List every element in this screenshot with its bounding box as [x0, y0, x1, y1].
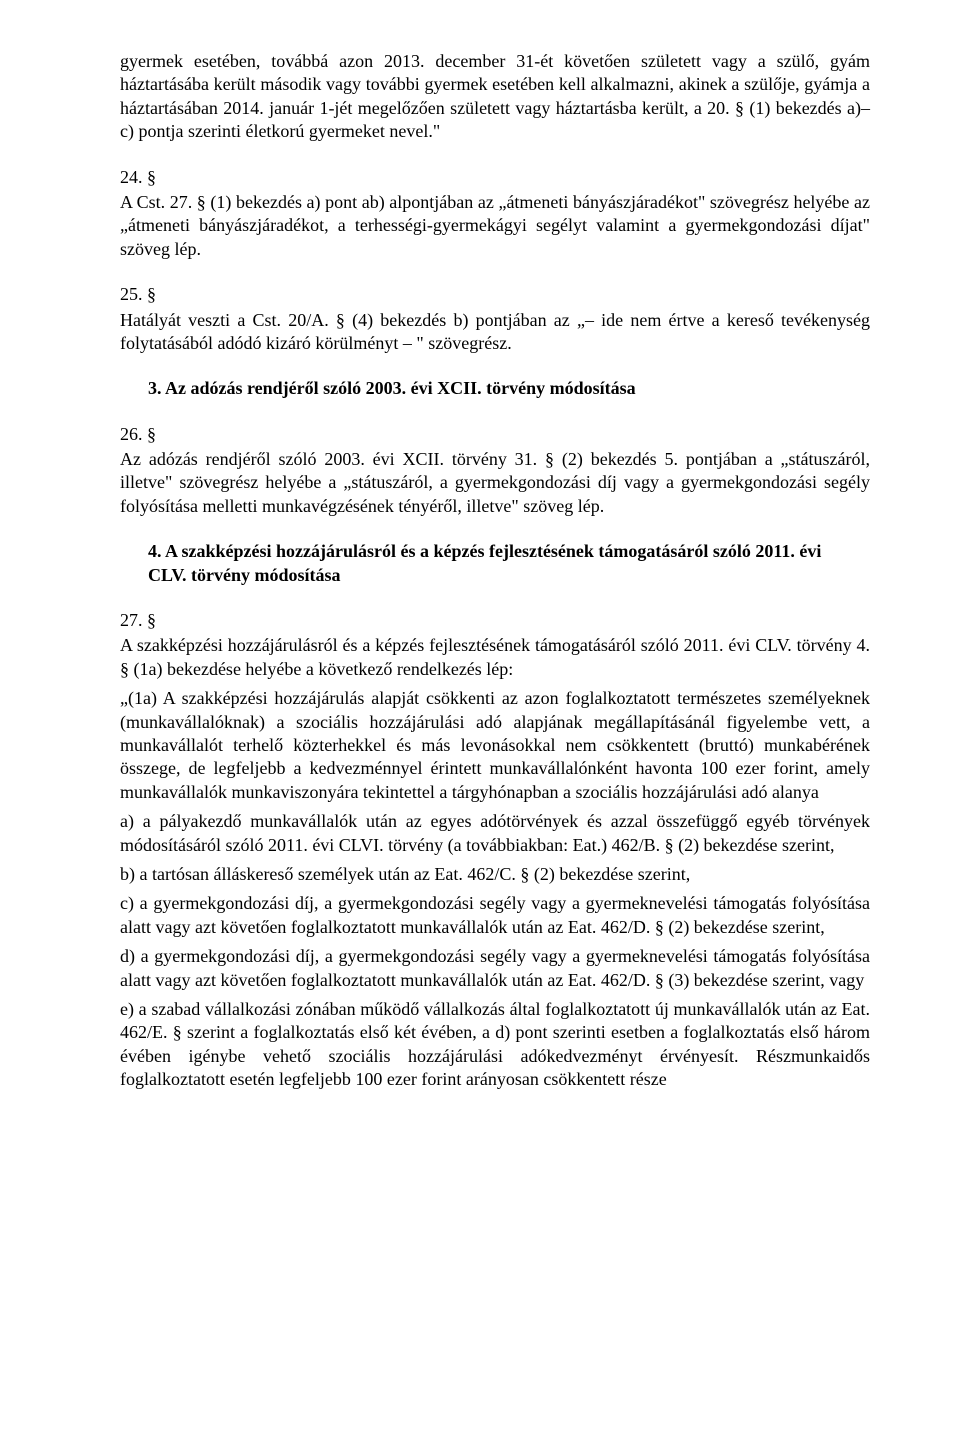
- section-27-a: a) a pályakezdő munkavállalók után az eg…: [120, 810, 870, 857]
- intro-paragraph: gyermek esetében, továbbá azon 2013. dec…: [120, 50, 870, 144]
- section-27-e: e) a szabad vállalkozási zónában működő …: [120, 998, 870, 1092]
- section-26-body: Az adózás rendjéről szóló 2003. évi XCII…: [120, 448, 870, 518]
- section-26-number: 26. §: [120, 423, 870, 446]
- heading-3: 3. Az adózás rendjéről szóló 2003. évi X…: [148, 377, 870, 400]
- section-27-d: d) a gyermekgondozási díj, a gyermekgond…: [120, 945, 870, 992]
- heading-4: 4. A szakképzési hozzájárulásról és a ké…: [148, 540, 870, 587]
- section-27-b: b) a tartósan álláskereső személyek után…: [120, 863, 870, 886]
- section-27-number: 27. §: [120, 609, 870, 632]
- section-27-lead: A szakképzési hozzájárulásról és a képzé…: [120, 634, 870, 681]
- section-25-number: 25. §: [120, 283, 870, 306]
- section-25-body: Hatályát veszti a Cst. 20/A. § (4) bekez…: [120, 309, 870, 356]
- section-27-1a: „(1a) A szakképzési hozzájárulás alapját…: [120, 687, 870, 804]
- section-24-number: 24. §: [120, 166, 870, 189]
- section-24-body: A Cst. 27. § (1) bekezdés a) pont ab) al…: [120, 191, 870, 261]
- section-27-c: c) a gyermekgondozási díj, a gyermekgond…: [120, 892, 870, 939]
